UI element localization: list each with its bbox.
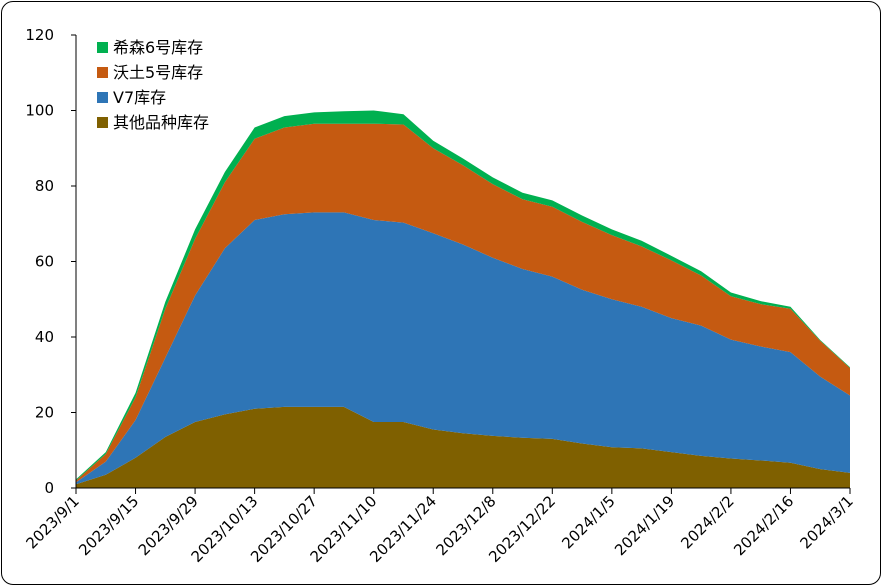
x-tick-label: 2023/9/1 bbox=[22, 492, 82, 552]
y-tick-label: 0 bbox=[44, 479, 54, 497]
y-tick-label: 20 bbox=[35, 404, 54, 422]
x-tick-label: 2024/2/2 bbox=[677, 492, 737, 552]
y-tick-label: 120 bbox=[25, 26, 54, 44]
x-tick-label: 2024/1/5 bbox=[558, 492, 618, 552]
x-tick-label: 2023/9/15 bbox=[75, 492, 142, 559]
y-tick-label: 60 bbox=[35, 253, 54, 271]
series-area-0 bbox=[76, 406, 850, 488]
series-areas bbox=[76, 110, 850, 488]
legend-label: 其他品种库存 bbox=[113, 113, 209, 132]
x-tick-label: 2024/2/16 bbox=[730, 492, 797, 559]
legend-label: 希森6号库存 bbox=[113, 38, 203, 57]
x-axis: 2023/9/12023/9/152023/9/292023/10/132023… bbox=[22, 487, 857, 566]
x-tick-label: 2024/3/1 bbox=[796, 492, 856, 552]
y-tick-label: 100 bbox=[25, 102, 54, 120]
y-tick-label: 80 bbox=[35, 177, 54, 195]
legend-label: 沃土5号库存 bbox=[113, 63, 203, 82]
legend-swatch bbox=[97, 67, 108, 78]
legend-swatch bbox=[97, 92, 108, 103]
legend-swatch bbox=[97, 117, 108, 128]
series-area-1 bbox=[76, 212, 850, 485]
series-area-2 bbox=[76, 123, 850, 483]
y-tick-label: 40 bbox=[35, 328, 54, 346]
x-tick-label: 2024/1/19 bbox=[611, 492, 678, 559]
legend-label: V7库存 bbox=[113, 88, 166, 107]
legend-swatch bbox=[97, 42, 108, 53]
y-axis: 0 20 40 60 80 100 120 bbox=[25, 26, 77, 497]
